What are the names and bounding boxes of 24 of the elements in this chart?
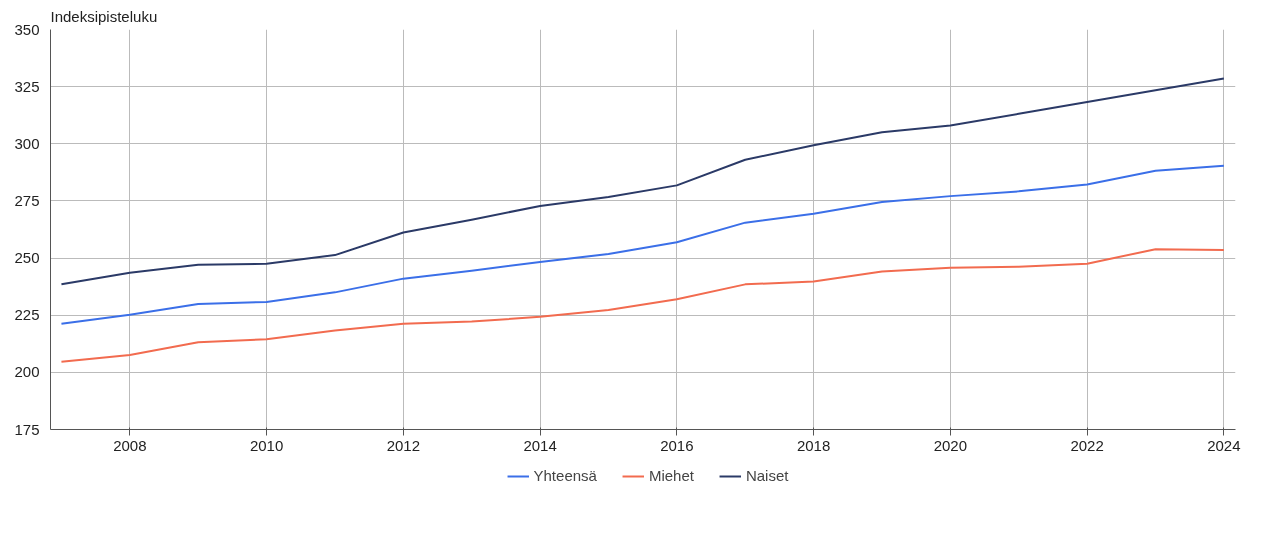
x-tick-label: 2016 xyxy=(660,436,694,454)
y-tick-label: 175 xyxy=(14,420,40,438)
y-tick-label: 350 xyxy=(14,20,40,38)
legend-label: Yhteensä xyxy=(533,467,597,484)
y-tick-label: 250 xyxy=(14,249,40,267)
x-tick-label: 2024 xyxy=(1207,436,1241,454)
y-tick-label: 200 xyxy=(14,363,40,381)
y-tick-label: 225 xyxy=(14,306,40,324)
y-tick-label: 300 xyxy=(14,134,40,152)
line-series xyxy=(60,77,1225,286)
x-tick-label: 2022 xyxy=(1070,436,1104,454)
legend-label: Miehet xyxy=(648,467,694,484)
x-tick-label: 2014 xyxy=(523,436,557,454)
y-tick-label: 275 xyxy=(14,191,40,209)
x-tick-label: 2012 xyxy=(386,436,421,454)
x-tick-label: 2020 xyxy=(933,436,968,454)
line-series xyxy=(60,248,1225,363)
line-series xyxy=(60,164,1225,325)
y-axis-title: Indeksipisteluku xyxy=(50,7,158,25)
x-tick-label: 2010 xyxy=(249,436,284,454)
x-tick-label: 2008 xyxy=(113,436,147,454)
x-tick-label: 2018 xyxy=(796,436,831,454)
legend-label: Naiset xyxy=(745,467,789,484)
y-tick-label: 325 xyxy=(14,77,40,95)
